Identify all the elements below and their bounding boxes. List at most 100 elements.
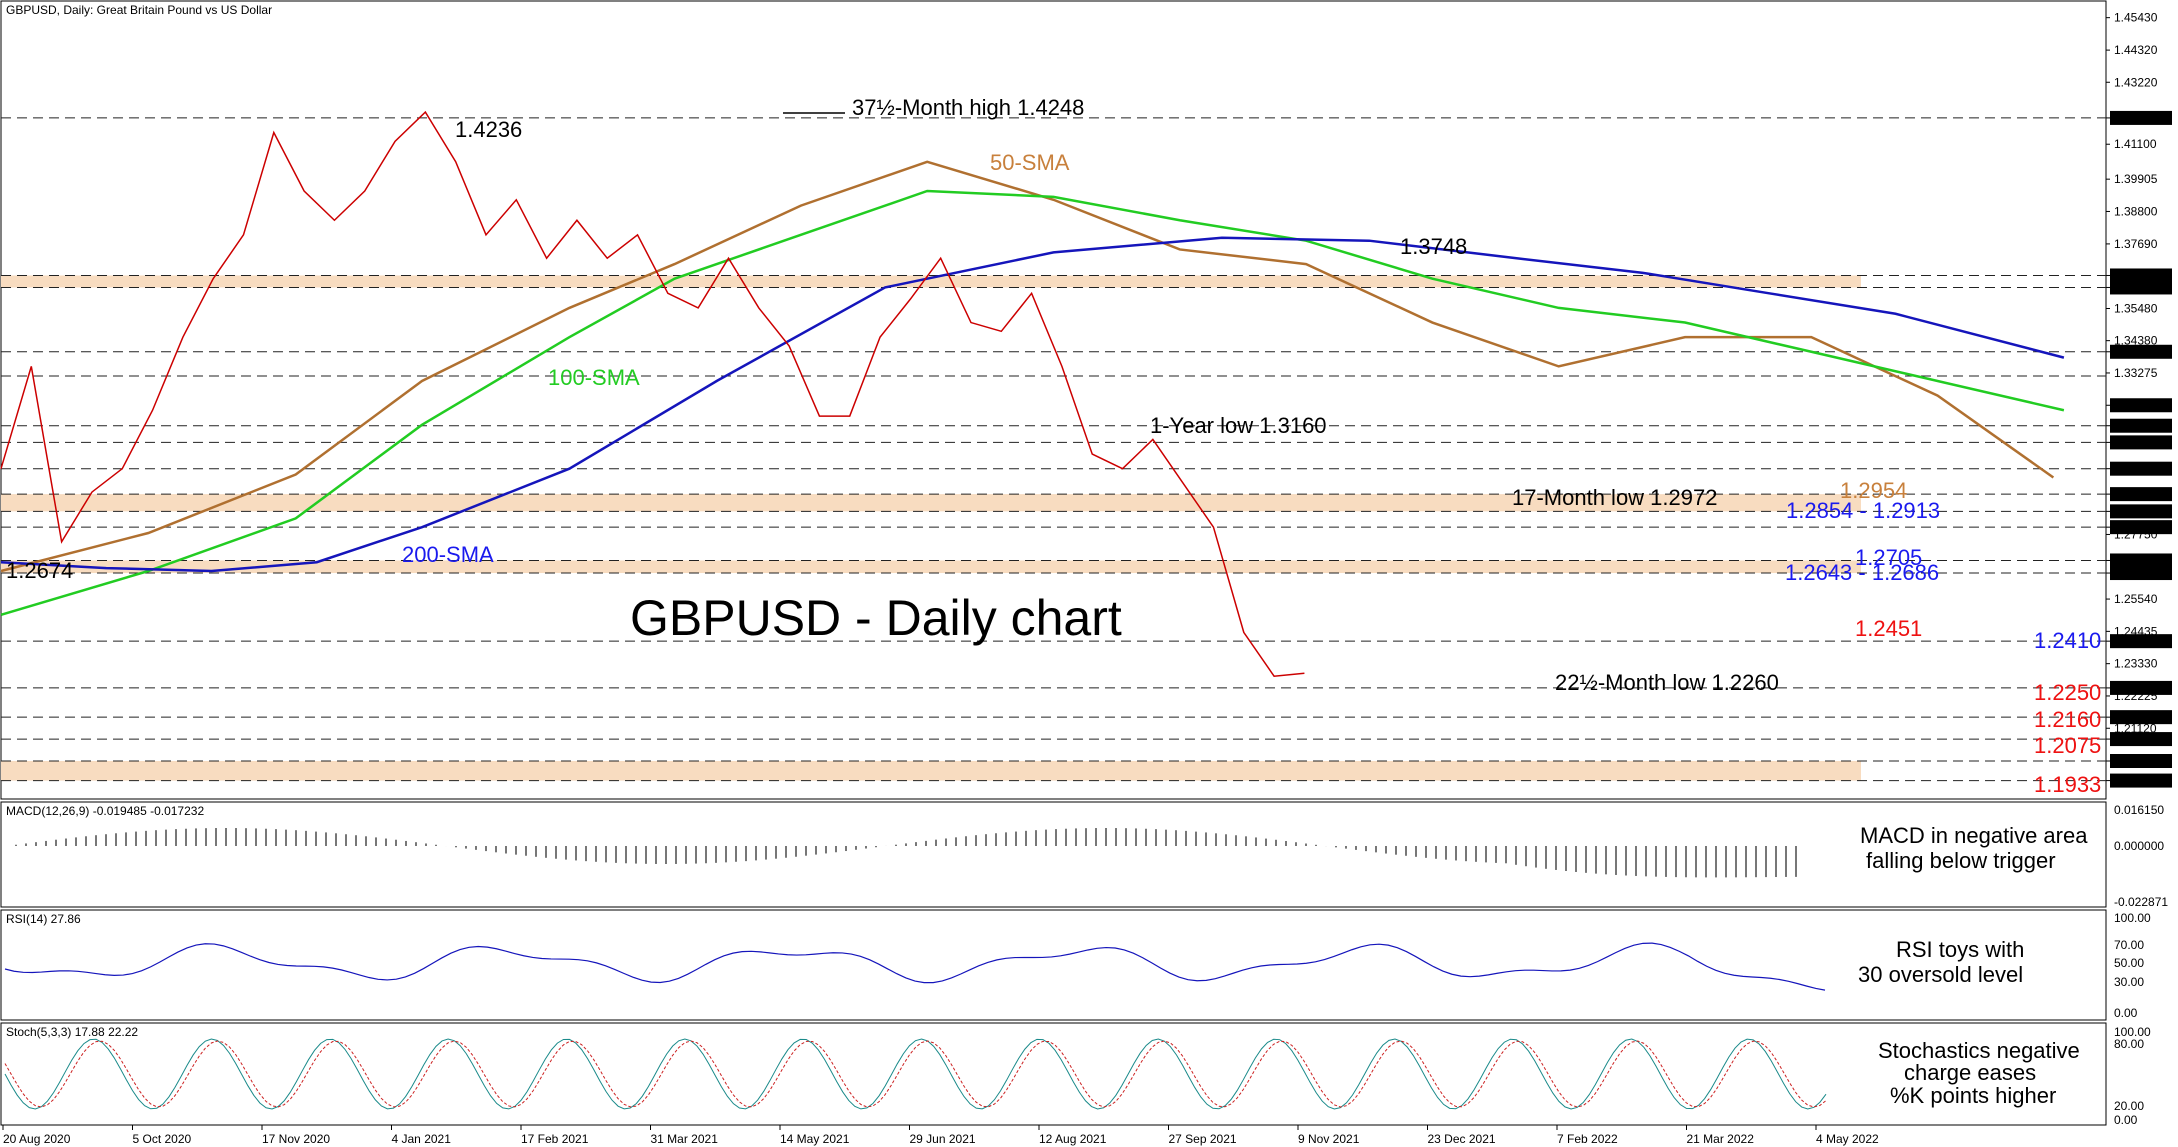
price-panel-frame [0,0,2107,800]
macd-bar-92 [925,840,927,846]
macd-bar-154 [1545,846,1547,869]
stoch-y-tick-2: 20.00 [2114,1099,2144,1113]
stoch-note-line1: Stochastics negative [1878,1038,2080,1063]
stoch-y-tick-0: 100.00 [2114,1025,2151,1039]
x-tick-label-0: 20 Aug 2020 [3,1132,71,1146]
macd-bar-131 [1315,844,1317,846]
macd-bar-71 [715,846,717,863]
macd-bar-57 [575,846,577,861]
macd-bar-51 [515,846,517,855]
xticks-layer: 20 Aug 2020 5 Oct 2020 17 Nov 2020 4 Jan 20… [2,1125,1879,1146]
macd-bar-25 [255,828,257,846]
rsi-y-tick-1: 70.00 [2114,938,2144,952]
y-tick-tag-30 [2110,710,2172,725]
macd-bar-149 [1495,846,1497,863]
macd-bar-128 [1285,840,1287,846]
macd-bar-137 [1375,846,1377,853]
macd-y-tick-0: 0.016150 [2114,803,2164,817]
macd-bar-48 [485,846,487,852]
y-tick-label-31: 1.21120 [2114,721,2157,735]
y-tick-label-5: 1.39905 [2114,172,2158,186]
macd-bar-28 [285,829,287,846]
x-tick-label-14: 4 May 2022 [1816,1132,1879,1146]
rsi-note-line1: RSI toys with [1896,937,2024,962]
macd-bar-1 [15,844,17,846]
macd-bar-122 [1225,834,1227,846]
macd-bar-81 [815,846,817,855]
y-tick-label-18: 1.29130 [2114,487,2158,501]
y-tick-tag-3 [2110,110,2172,125]
y-tick-tag-9 [2110,280,2172,295]
y-tick-label-24: 1.25540 [2114,592,2158,606]
macd-bar-85 [855,846,857,850]
macd-bar-125 [1255,837,1257,846]
stoch-y-tick-1: 80.00 [2114,1037,2144,1051]
x-tick-label-2: 17 Nov 2020 [262,1132,330,1146]
label-peak-1-3748: 1.3748 [1400,234,1467,259]
macd-bar-70 [705,846,707,864]
macd-bar-111 [1115,828,1117,846]
macd-bar-35 [355,835,357,846]
x-tick-label-5: 31 Mar 2021 [651,1132,719,1146]
y-tick-tag-20 [2110,520,2172,535]
y-tick-tag-18 [2110,487,2172,502]
stoch-note-line3: %K points higher [1890,1083,2056,1108]
y-tick-label-2: 1.43220 [2114,75,2158,89]
macd-bar-33 [335,833,337,846]
macd-bar-93 [935,839,937,846]
macd-bar-38 [385,838,387,846]
macd-bar-174 [1745,846,1747,878]
macd-bar-97 [975,835,977,846]
macd-bar-39 [395,839,397,846]
x-tick-label-12: 7 Feb 2022 [1557,1132,1618,1146]
y-tick-tag-12 [2110,344,2172,359]
macd-bar-79 [795,846,797,857]
macd-bar-26 [265,828,267,846]
macd-bar-20 [205,828,207,846]
macd-bar-41 [415,842,417,846]
macd-bar-13 [135,831,137,846]
y-tick-tag-8 [2110,268,2172,283]
y-tick-label-33: 1.20000 [2114,754,2158,768]
label-high-1-4236: 1.4236 [455,117,522,142]
y-tick-label-12: 1.34000 [2114,345,2158,359]
label-1-2410: 1.2410 [2034,628,2101,653]
macd-bar-161 [1615,846,1617,875]
macd-bar-54 [545,846,547,858]
macd-bar-175 [1755,846,1757,878]
label-sma100: 100-SMA [548,365,640,390]
macd-bar-59 [595,846,597,862]
stoch-y-tick-3: 0.00 [2114,1113,2138,1127]
macd-bar-139 [1395,846,1397,855]
label-22-month-low: 22½-Month low 1.2260 [1555,670,1779,695]
macd-bar-170 [1705,846,1707,878]
macd-bar-29 [295,830,297,846]
macd-bar-109 [1095,828,1097,846]
macd-bar-2 [25,843,27,846]
macd-bar-80 [805,846,807,856]
macd-bar-16 [165,829,167,846]
y-tick-tag-33 [2110,754,2172,768]
macd-bar-8 [85,836,87,846]
rsi-y-tick-3: 30.00 [2114,975,2144,989]
macd-bar-100 [1005,832,1007,846]
y-tick-label-0: 1.45430 [2114,11,2158,25]
rsi-y-tick-0: 100.00 [2114,911,2151,925]
macd-bar-75 [755,846,757,861]
macd-bar-67 [675,846,677,864]
x-tick-label-13: 21 Mar 2022 [1687,1132,1755,1146]
macd-y-tick-1: 0.000000 [2114,839,2164,853]
macd-bar-165 [1655,846,1657,877]
macd-bar-152 [1525,846,1527,867]
macd-bar-148 [1485,846,1487,863]
y-tick-label-22: 1.26860 [2114,553,2158,567]
macd-bar-52 [525,846,527,856]
macd-bar-17 [175,829,177,846]
chart-title: GBPUSD - Daily chart [630,590,1122,646]
macd-bar-168 [1685,846,1687,878]
y-tick-tag-26 [2110,634,2172,649]
macd-bar-15 [155,830,157,846]
macd-bar-68 [685,846,687,864]
macd-bar-118 [1185,830,1187,846]
